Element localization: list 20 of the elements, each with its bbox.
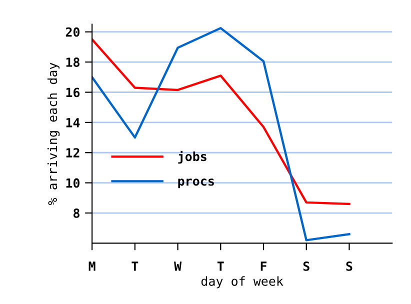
- x-tick-label: S: [346, 261, 352, 271]
- y-tick-label: 14: [66, 118, 80, 128]
- y-tick-label: 12: [66, 148, 80, 158]
- x-tick-label: T: [132, 262, 138, 271]
- x-axis-title: day of week: [201, 276, 284, 288]
- x-tick-label: F: [260, 262, 267, 271]
- y-tick-label: 20: [66, 27, 80, 37]
- x-tick-label: T: [217, 262, 224, 271]
- line-series: [92, 26, 350, 242]
- y-tick-label: 10: [66, 178, 80, 188]
- y-tick-label: 16: [66, 88, 80, 98]
- x-tick-label: M: [88, 262, 96, 271]
- x-tick-label: W: [174, 262, 182, 271]
- x-tick-label: S: [303, 261, 310, 271]
- legend-label: procs: [178, 178, 214, 188]
- legend-label: jobs: [178, 150, 206, 164]
- line-series: [92, 38, 350, 206]
- y-tick-label: 18: [66, 58, 80, 67]
- y-axis-title: % arriving each day: [47, 62, 60, 206]
- y-tick-label: 8: [74, 208, 80, 218]
